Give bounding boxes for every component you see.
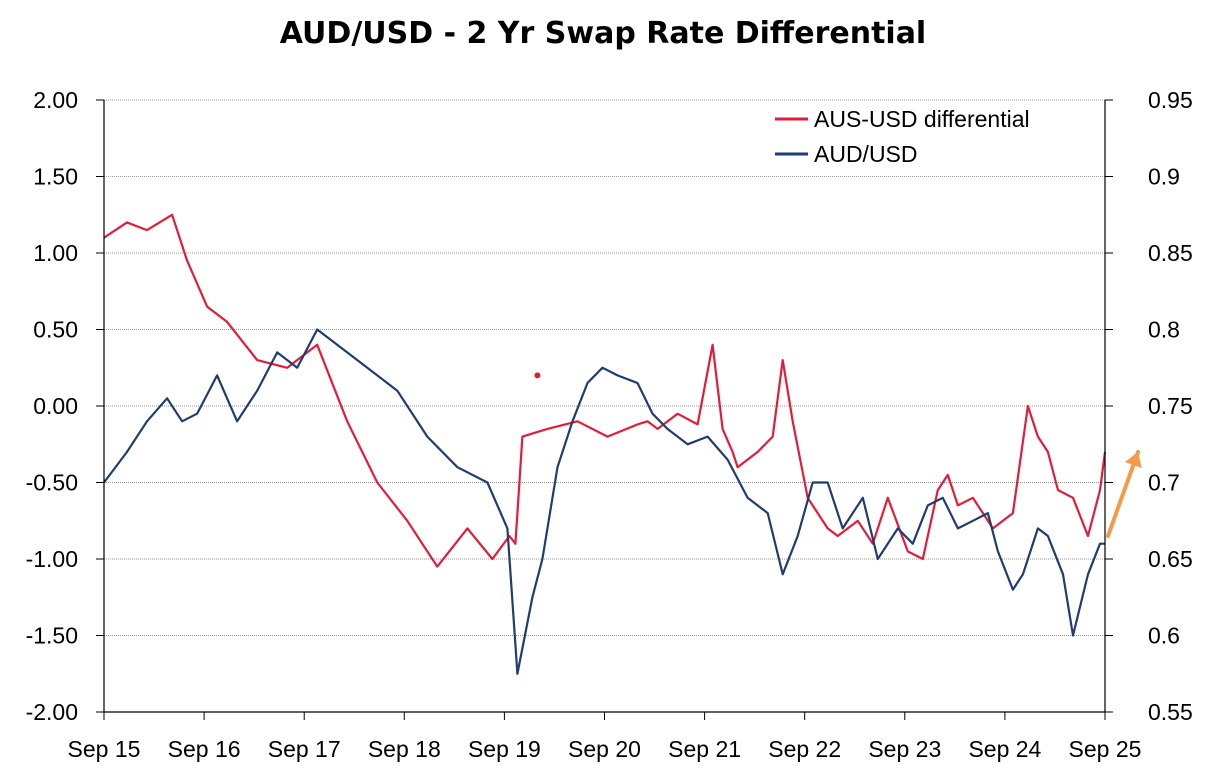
left-tick-label: 1.00 xyxy=(33,240,78,266)
right-tick-label: 0.6 xyxy=(1148,623,1180,649)
axes xyxy=(96,99,1113,720)
x-tick-label: Sep 22 xyxy=(768,736,841,762)
left-tick-label: 2.00 xyxy=(33,87,78,113)
x-tick-label: Sep 17 xyxy=(268,736,341,762)
x-tick-label: Sep 24 xyxy=(968,736,1041,762)
chart-title: AUD/USD - 2 Yr Swap Rate Differential xyxy=(279,16,927,51)
left-tick-label: -0.50 xyxy=(26,470,78,496)
gridlines xyxy=(104,99,1105,713)
right-tick-label: 0.7 xyxy=(1148,470,1180,496)
left-tick-label: -1.50 xyxy=(26,623,78,649)
annotations xyxy=(534,372,1142,539)
x-tick-label: Sep 15 xyxy=(68,736,141,762)
right-tick-label: 0.75 xyxy=(1148,393,1193,419)
left-tick-label: -2.00 xyxy=(26,699,78,725)
left-tick-label: -1.00 xyxy=(26,546,78,572)
series-lines xyxy=(103,213,1107,675)
x-tick-label: Sep 23 xyxy=(868,736,941,762)
x-tick-labels: Sep 15 Sep 16 Sep 17 Sep 18 Sep 19 Sep 20 Sep … xyxy=(68,736,1142,762)
annotation-arrow-shaft xyxy=(1106,449,1141,539)
right-tick-label: 0.8 xyxy=(1148,317,1180,343)
annotation-dot xyxy=(534,372,541,379)
x-tick-label: Sep 20 xyxy=(568,736,641,762)
series-line-aus-usd-differential xyxy=(103,213,1107,568)
right-tick-label: 0.95 xyxy=(1148,87,1193,113)
right-tick-label: 0.85 xyxy=(1148,240,1193,266)
right-tick-label: 0.65 xyxy=(1148,546,1193,572)
legend-label: AUS-USD differential xyxy=(814,106,1030,132)
right-axis-tick-labels: 0.95 0.9 0.85 0.8 0.75 0.7 0.65 0.6 0.55 xyxy=(1148,87,1193,725)
left-tick-label: 0.50 xyxy=(33,317,78,343)
right-tick-label: 0.55 xyxy=(1148,699,1193,725)
annotation-arrow-head xyxy=(1124,451,1142,469)
x-tick-label: Sep 16 xyxy=(168,736,241,762)
left-tick-label: 1.50 xyxy=(33,164,78,190)
left-tick-label: 0.00 xyxy=(33,393,78,419)
x-tick-label: Sep 21 xyxy=(668,736,741,762)
legend: AUS-USD differential AUD/USD xyxy=(775,106,1030,167)
x-tick-label: Sep 19 xyxy=(468,736,541,762)
right-tick-label: 0.9 xyxy=(1148,164,1180,190)
left-axis-tick-labels: 2.00 1.50 1.00 0.50 0.00 -0.50 -1.00 -1.50 -2.00 xyxy=(26,87,78,725)
x-tick-label: Sep 18 xyxy=(368,736,441,762)
x-tick-label: Sep 25 xyxy=(1069,736,1142,762)
series-line-aud-usd xyxy=(103,328,1105,675)
legend-label: AUD/USD xyxy=(814,141,918,167)
